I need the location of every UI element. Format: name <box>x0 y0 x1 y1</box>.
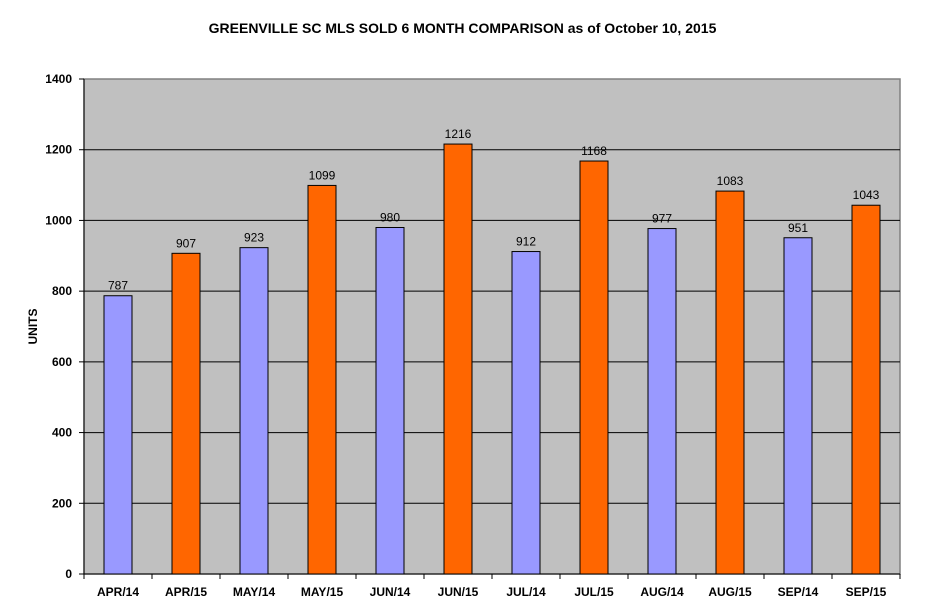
chart-title: GREENVILLE SC MLS SOLD 6 MONTH COMPARISO… <box>208 20 717 36</box>
bar <box>307 184 337 575</box>
y-tick-label: 200 <box>52 496 72 510</box>
data-label: 1043 <box>853 188 880 202</box>
x-tick-label: AUG/15 <box>708 585 752 599</box>
bar <box>715 190 745 575</box>
x-tick-label: JUN/14 <box>370 585 411 599</box>
y-tick-label: 0 <box>65 567 72 581</box>
bar <box>443 143 473 575</box>
y-axis-label: UNITS <box>26 309 40 345</box>
data-label: 907 <box>176 236 196 250</box>
y-tick-label: 800 <box>52 284 72 298</box>
data-label: 1083 <box>717 174 744 188</box>
bar <box>851 204 881 575</box>
x-tick-label: APR/15 <box>165 585 207 599</box>
bar <box>511 251 541 575</box>
data-label: 1216 <box>445 127 472 141</box>
y-tick-label: 1000 <box>45 213 72 227</box>
bar <box>103 295 133 575</box>
bar <box>579 160 609 575</box>
bar <box>239 247 269 575</box>
x-tick-label: JUN/15 <box>438 585 479 599</box>
bar <box>783 237 813 575</box>
data-label: 977 <box>652 212 672 226</box>
x-tick-label: MAY/15 <box>301 585 344 599</box>
x-tick-label: JUL/15 <box>574 585 614 599</box>
bar <box>647 228 677 575</box>
y-tick-label: 600 <box>52 355 72 369</box>
data-label: 1168 <box>581 144 607 158</box>
data-label: 912 <box>516 235 536 249</box>
y-tick-label: 1400 <box>45 72 72 86</box>
bar <box>375 227 405 575</box>
data-label: 980 <box>380 211 400 225</box>
x-tick-label: APR/14 <box>97 585 139 599</box>
x-tick-label: SEP/14 <box>778 585 819 599</box>
x-tick-label: JUL/14 <box>506 585 546 599</box>
data-label: 923 <box>244 231 264 245</box>
x-tick-label: AUG/14 <box>640 585 684 599</box>
data-label: 951 <box>788 221 808 235</box>
data-label: 787 <box>108 279 128 293</box>
bar <box>171 252 201 575</box>
y-tick-label: 400 <box>52 426 72 440</box>
x-tick-label: MAY/14 <box>233 585 276 599</box>
x-tick-label: SEP/15 <box>846 585 887 599</box>
data-label: 1099 <box>309 168 336 182</box>
plot-area <box>83 78 901 575</box>
y-tick-label: 1200 <box>45 143 72 157</box>
